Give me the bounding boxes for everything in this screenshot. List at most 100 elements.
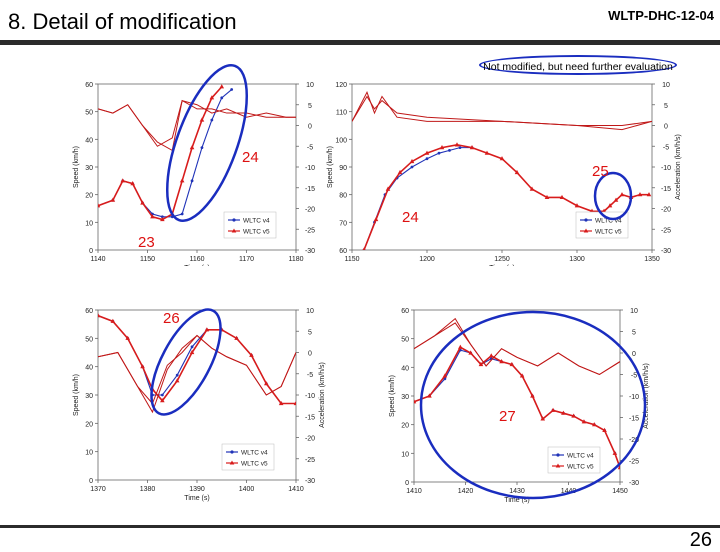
x-tick-label: 1380 <box>140 486 156 493</box>
point-wltc-v5 <box>637 192 643 197</box>
x-tick-label: 1300 <box>569 256 585 263</box>
point-wltc-v4 <box>230 88 234 91</box>
point-wltc-v5 <box>98 203 101 208</box>
legend-box <box>575 211 629 239</box>
y2-tick-label: -10 <box>629 394 639 401</box>
point-wltc-v5 <box>120 178 126 183</box>
legend-label: WLTC v4 <box>243 218 270 225</box>
annotation-24a: 24 <box>242 149 259 166</box>
y-tick-label: 110 <box>336 110 347 117</box>
annotation-27: 27 <box>499 408 516 425</box>
legend-marker-v5 <box>555 463 561 468</box>
point-wltc-v4 <box>190 179 194 183</box>
point-wltc-v5 <box>488 353 494 358</box>
y-tick-label: 20 <box>85 193 93 200</box>
y2-tick-label: -5 <box>307 372 313 379</box>
point-wltc-v5 <box>264 381 269 386</box>
y2-tick-label: -5 <box>307 144 313 151</box>
legend-label: WLTC v5 <box>243 229 270 236</box>
series-group <box>98 313 296 414</box>
y-tick-label: 70 <box>339 220 347 227</box>
x-tick-label: 1150 <box>140 256 155 263</box>
point-wltc-v5 <box>150 214 155 219</box>
legend-marker-v4 <box>556 453 560 457</box>
x-tick-label: 1140 <box>90 256 105 263</box>
y-tick-label: 30 <box>85 165 93 172</box>
point-wltc-v5 <box>397 169 403 175</box>
point-wltc-v5 <box>140 200 145 205</box>
x-tick-label: 1440 <box>561 488 577 495</box>
series-line-accel-v5 <box>98 99 296 147</box>
annotation-23: 23 <box>138 234 155 251</box>
point-wltc-v5 <box>530 393 535 398</box>
point-wltc-v5 <box>571 413 576 418</box>
chart-legend: WLTC v4 WLTC v5 <box>547 446 601 474</box>
series-group <box>352 91 652 250</box>
point-wltc-v5 <box>199 117 205 122</box>
point-wltc-v4 <box>410 165 414 169</box>
y2-tick-label: -5 <box>631 373 637 380</box>
point-wltc-v5 <box>189 349 195 355</box>
point-wltc-v5 <box>179 178 185 183</box>
y2-tick-label: -20 <box>305 207 315 214</box>
chart-bottom-right: 0 10 20 30 40 50 60 -30 -25 -20 -15 -10 -5 0 5 10 1410 14… <box>380 300 680 510</box>
document-id: WLTP-DHC-12-04 <box>608 8 714 23</box>
y2-tick-label: -30 <box>629 480 639 487</box>
y-tick-label: 90 <box>339 165 347 172</box>
y-tick-label: 120 <box>335 82 347 89</box>
point-wltc-v5 <box>454 142 460 147</box>
y2-tick-label: -20 <box>629 437 639 444</box>
point-wltc-v5 <box>362 247 366 250</box>
chart-legend: WLTC v4 WLTC v5 <box>575 211 629 239</box>
legend-box <box>223 211 277 239</box>
y2-tick-label: 10 <box>306 308 314 315</box>
x-tick-label: 1400 <box>239 486 255 493</box>
point-wltc-v5 <box>278 400 284 406</box>
x-axis-label: Time (s) <box>184 495 209 502</box>
header-divider <box>0 40 720 45</box>
chart-top-right: 60 70 80 90 100 110 120 -30 -25 -20 -15 -10 -5 0 5 10 11… <box>318 76 688 266</box>
y-tick-label: 100 <box>335 137 347 144</box>
y2-tick-label: -10 <box>661 165 671 172</box>
footer-divider <box>0 525 720 528</box>
point-wltc-v4 <box>160 215 164 219</box>
point-wltc-v5 <box>617 465 620 470</box>
x-tick-label: 1370 <box>90 486 106 493</box>
point-wltc-v4 <box>425 157 429 161</box>
point-wltc-v5 <box>442 373 448 378</box>
series-line-accel-v5 <box>352 91 652 131</box>
y2-tick-label: -20 <box>305 436 315 443</box>
y2-tick-label: 10 <box>306 82 314 89</box>
point-wltc-v5 <box>540 416 546 421</box>
point-wltc-v5 <box>439 145 445 150</box>
point-wltc-v5 <box>499 156 505 161</box>
y2-tick-label: 5 <box>632 330 636 337</box>
point-wltc-v5 <box>409 158 415 164</box>
legend-box <box>547 446 601 474</box>
point-wltc-v5 <box>468 350 473 355</box>
y2-tick-label: -20 <box>661 207 671 214</box>
y-tick-label: 60 <box>401 308 409 315</box>
y2-tick-label: -25 <box>629 459 639 466</box>
page-title: 8. Detail of modification <box>8 9 237 34</box>
y2-tick-label: -15 <box>305 186 315 193</box>
point-wltc-v5 <box>591 422 597 427</box>
x-tick-label: 1150 <box>344 256 359 263</box>
y-tick-label: 60 <box>339 248 347 255</box>
x-axis-label: Time (s) <box>489 265 514 266</box>
y-tick-label: 20 <box>85 421 93 428</box>
point-wltc-v5 <box>646 192 652 197</box>
legend-label: WLTC v5 <box>595 229 622 236</box>
x-tick-label: 1160 <box>189 256 204 263</box>
page-number: 26 <box>689 529 712 551</box>
chart-legend: WLTC v4 WLTC v5 <box>221 443 275 471</box>
legend-label: WLTC v5 <box>241 461 268 468</box>
point-wltc-v5 <box>529 186 535 191</box>
x-tick-label: 1450 <box>612 488 628 495</box>
y2-tick-label: 0 <box>308 124 312 131</box>
point-wltc-v4 <box>190 345 194 349</box>
y-tick-label: 0 <box>405 480 409 487</box>
y2-tick-label: -10 <box>305 165 315 172</box>
point-wltc-v5 <box>607 203 613 208</box>
point-wltc-v4 <box>437 151 441 155</box>
